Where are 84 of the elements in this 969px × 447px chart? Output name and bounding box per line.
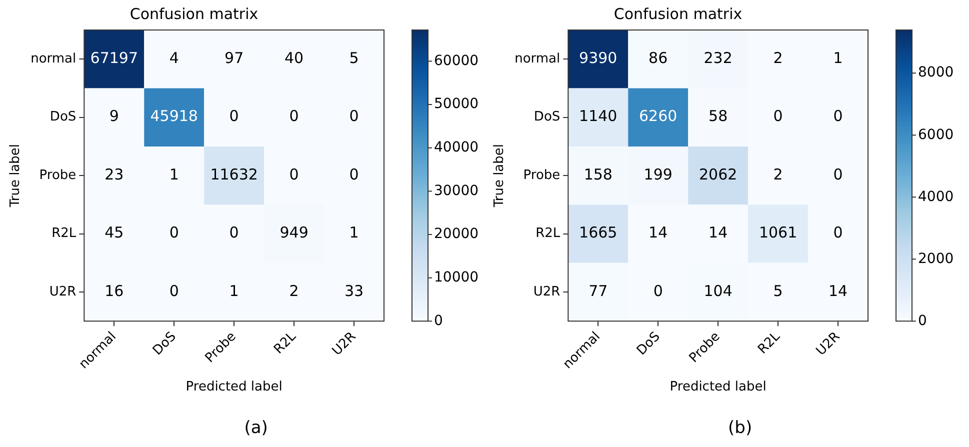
data-label: 1 — [833, 49, 843, 68]
color-bar-label: 10000 — [434, 269, 479, 286]
data-label: 158 — [584, 165, 612, 184]
data-label: 40 — [284, 49, 304, 68]
color-bar-label: 50000 — [434, 96, 479, 112]
data-label: 45 — [104, 224, 124, 242]
data-label: 0 — [229, 107, 239, 126]
data-label: 1 — [169, 165, 179, 184]
data-label: 67197 — [90, 49, 138, 68]
y-tick-label: DoS — [50, 110, 76, 125]
data-label: 0 — [289, 165, 299, 184]
y-axis-title: True label — [8, 144, 24, 208]
color-bar-label: 40000 — [434, 139, 479, 156]
data-label: 199 — [644, 165, 672, 184]
data-label: 16 — [104, 282, 124, 300]
data-label: 2062 — [698, 165, 738, 184]
data-label: 0 — [349, 165, 359, 184]
data-label: 0 — [773, 107, 783, 126]
text: (a) — [244, 418, 268, 438]
y-tick-label: DoS — [534, 110, 560, 125]
data-label: 0 — [653, 282, 663, 300]
y-tick-label: U2R — [533, 284, 560, 300]
data-label: 0 — [833, 107, 843, 126]
chart-title: Confusion matrix — [130, 4, 258, 23]
y-tick-label: Probe — [39, 168, 76, 183]
color-bar-label: 60000 — [434, 52, 479, 69]
data-label: 0 — [169, 224, 179, 242]
data-label: 5 — [773, 282, 783, 300]
data-label: 2 — [289, 282, 299, 300]
data-label: 0 — [833, 165, 843, 184]
data-label: 1665 — [579, 224, 618, 242]
y-tick-label: U2R — [49, 284, 76, 300]
color-bar-label: 8000 — [918, 64, 954, 81]
data-label: 11632 — [210, 165, 258, 184]
y-tick-label: R2L — [52, 226, 77, 242]
x-tick-label: U2R — [330, 329, 360, 359]
data-label: 5 — [349, 49, 359, 68]
data-label: 949 — [280, 224, 308, 242]
data-label: 0 — [833, 224, 843, 242]
data-label: 6260 — [639, 107, 678, 126]
data-label: 2 — [773, 165, 783, 184]
data-label: 33 — [344, 282, 364, 300]
data-label: 1 — [229, 282, 239, 300]
color-bar-label: 0 — [434, 312, 443, 329]
x-tick-label: R2L — [271, 328, 300, 358]
color-bar-label: 20000 — [434, 226, 479, 242]
color-bar-label: 2000 — [918, 250, 954, 267]
data-label: 0 — [289, 107, 299, 126]
text: (b) — [728, 418, 752, 438]
data-label: 0 — [229, 224, 239, 242]
data-label: 9 — [109, 107, 119, 126]
data-label: 14 — [708, 224, 728, 242]
x-axis-title: Predicted label — [186, 380, 282, 395]
color-bar-label: 4000 — [918, 188, 954, 205]
data-label: 45918 — [150, 107, 198, 126]
data-label: 1061 — [758, 224, 798, 242]
data-label: 77 — [588, 282, 608, 300]
data-label: 0 — [169, 282, 179, 300]
color-bar-label: 6000 — [918, 126, 954, 143]
chart-title: Confusion matrix — [614, 4, 742, 23]
y-axis-title: True label — [492, 144, 508, 208]
y-tick-label: Probe — [523, 168, 560, 183]
data-label: 1 — [349, 224, 359, 242]
data-label: 97 — [224, 49, 244, 68]
color-bar-label: 0 — [918, 312, 927, 329]
data-label: 4 — [169, 49, 179, 68]
data-label: 1140 — [579, 107, 618, 126]
data-label: 232 — [704, 49, 732, 68]
data-label: 14 — [828, 282, 848, 300]
y-tick-label: normal — [30, 51, 76, 66]
data-label: 0 — [349, 107, 359, 126]
y-tick-label: R2L — [536, 226, 561, 242]
data-label: 58 — [708, 107, 728, 126]
data-label: 9390 — [579, 49, 618, 68]
data-label: 86 — [648, 49, 668, 68]
data-label: 2 — [773, 49, 783, 68]
x-tick-label: R2L — [755, 328, 784, 358]
color-bar-label: 30000 — [434, 182, 479, 199]
data-label: 104 — [704, 282, 732, 300]
y-tick-label: normal — [514, 51, 560, 66]
data-label: 23 — [104, 165, 124, 184]
data-label: 14 — [648, 224, 668, 242]
x-axis-title: Predicted label — [670, 380, 766, 395]
x-tick-label: U2R — [814, 329, 844, 359]
